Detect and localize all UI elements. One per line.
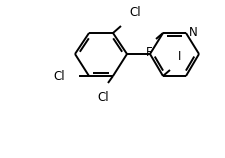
Text: N: N [188, 27, 197, 40]
Text: Cl: Cl [97, 91, 108, 104]
Text: I: I [177, 50, 181, 63]
Text: F: F [145, 46, 152, 59]
Text: Cl: Cl [128, 6, 140, 19]
Text: Cl: Cl [53, 70, 65, 82]
